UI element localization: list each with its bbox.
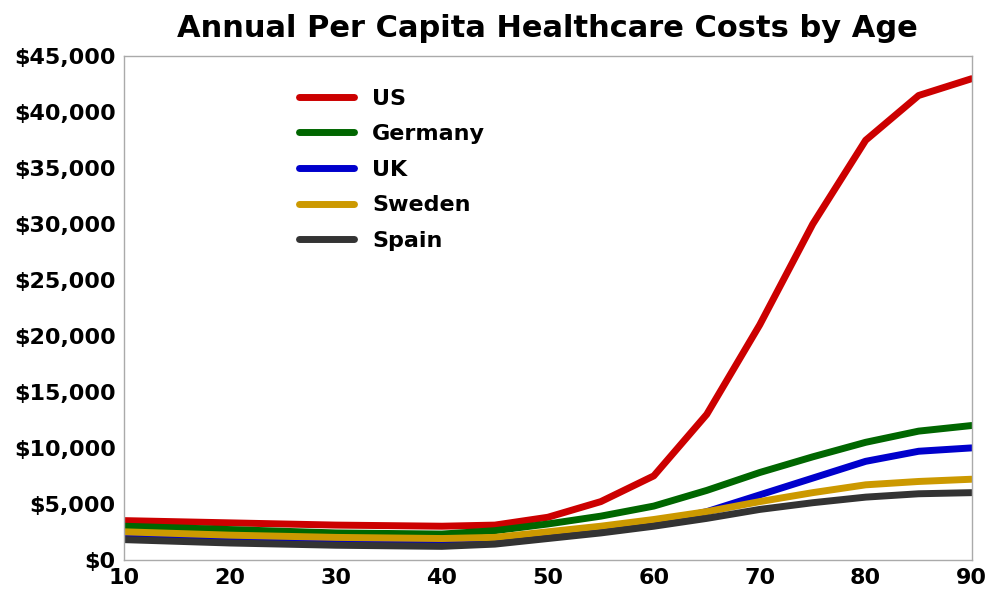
Germany	[330, 529, 342, 536]
US	[118, 517, 130, 524]
Spain	[648, 523, 660, 530]
Sweden	[435, 535, 447, 542]
Germany	[913, 427, 925, 435]
UK	[542, 533, 554, 540]
Spain	[701, 515, 713, 522]
Germany	[542, 520, 554, 527]
UK	[807, 474, 819, 482]
Sweden	[701, 508, 713, 515]
Sweden	[118, 528, 130, 535]
US	[966, 75, 978, 82]
Spain	[118, 536, 130, 543]
Germany	[807, 453, 819, 461]
Spain	[966, 489, 978, 496]
US	[913, 92, 925, 99]
US	[701, 411, 713, 418]
Legend: US, Germany, UK, Sweden, Spain: US, Germany, UK, Sweden, Spain	[287, 78, 496, 262]
UK	[330, 539, 342, 547]
US	[542, 514, 554, 521]
US	[595, 498, 607, 505]
Germany	[754, 469, 766, 476]
Germany	[701, 487, 713, 494]
Germany	[118, 523, 130, 530]
UK	[118, 534, 130, 541]
Germany	[595, 512, 607, 520]
Sweden	[330, 534, 342, 541]
UK	[701, 508, 713, 515]
Line: UK: UK	[124, 448, 972, 544]
UK	[224, 537, 236, 544]
Line: Germany: Germany	[124, 426, 972, 534]
UK	[435, 541, 447, 548]
Line: Spain: Spain	[124, 492, 972, 547]
Germany	[648, 503, 660, 510]
UK	[913, 448, 925, 455]
Germany	[860, 439, 872, 446]
Sweden	[648, 516, 660, 523]
Germany	[435, 530, 447, 538]
Spain	[913, 490, 925, 497]
Sweden	[860, 481, 872, 488]
US	[648, 472, 660, 479]
Germany	[966, 422, 978, 429]
Spain	[754, 506, 766, 513]
Spain	[542, 535, 554, 542]
UK	[648, 520, 660, 527]
US	[807, 220, 819, 228]
Germany	[488, 527, 500, 535]
Line: Sweden: Sweden	[124, 479, 972, 539]
Sweden	[488, 534, 500, 541]
UK	[754, 491, 766, 498]
Spain	[435, 543, 447, 550]
Sweden	[913, 478, 925, 485]
US	[435, 523, 447, 530]
US	[860, 137, 872, 144]
US	[330, 521, 342, 529]
Spain	[860, 494, 872, 501]
UK	[966, 444, 978, 452]
Spain	[488, 541, 500, 548]
UK	[595, 526, 607, 533]
US	[224, 520, 236, 527]
UK	[860, 458, 872, 465]
Sweden	[807, 489, 819, 496]
Spain	[807, 499, 819, 506]
Spain	[330, 542, 342, 549]
Spain	[595, 529, 607, 536]
Sweden	[754, 498, 766, 505]
Spain	[224, 539, 236, 547]
UK	[488, 538, 500, 545]
Sweden	[966, 476, 978, 483]
Germany	[224, 526, 236, 533]
US	[754, 321, 766, 329]
Sweden	[595, 523, 607, 530]
Sweden	[224, 532, 236, 539]
Title: Annual Per Capita Healthcare Costs by Age: Annual Per Capita Healthcare Costs by Ag…	[177, 14, 918, 43]
US	[488, 521, 500, 529]
Sweden	[542, 528, 554, 535]
Line: US: US	[124, 79, 972, 526]
